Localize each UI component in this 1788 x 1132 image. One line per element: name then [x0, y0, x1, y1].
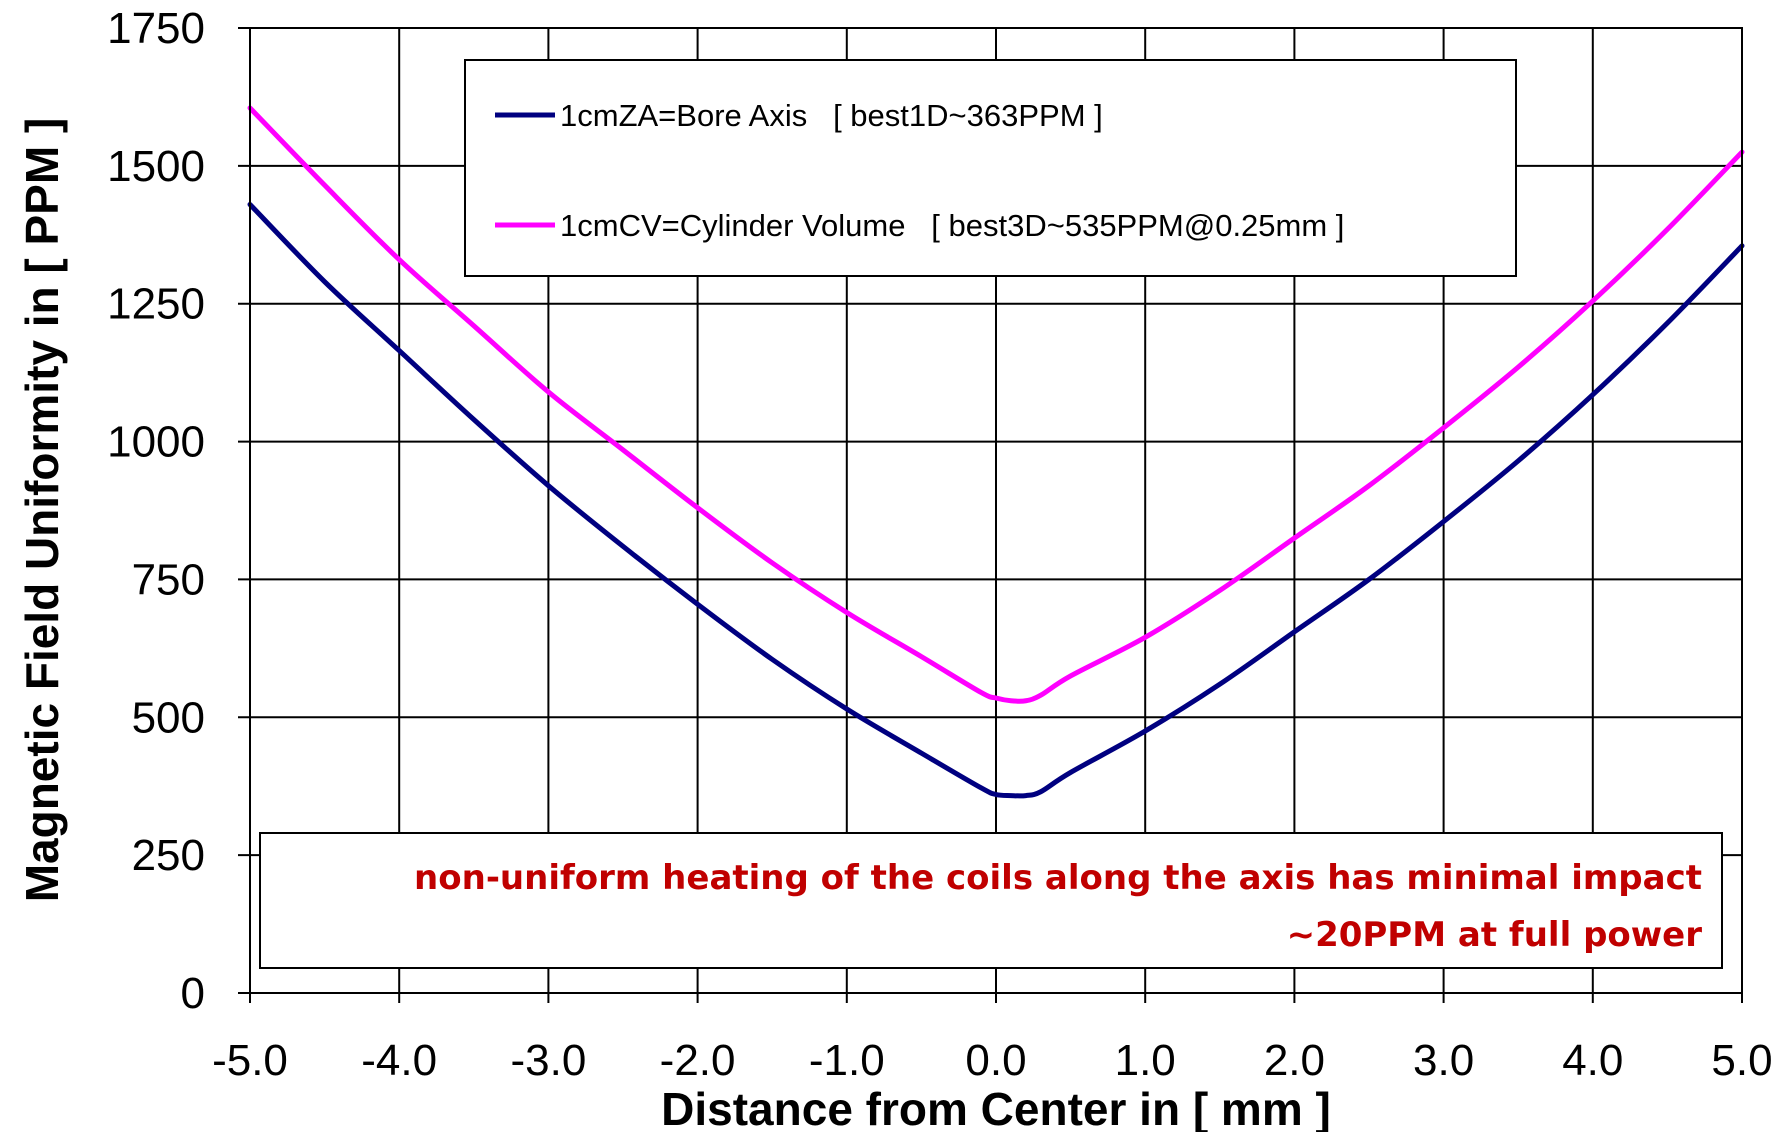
y-tick-label: 1750 — [107, 4, 205, 53]
series-line-bore-axis — [247, 201, 1745, 799]
y-tick-label: 250 — [132, 831, 205, 880]
x-tick-label: -5.0 — [212, 1036, 288, 1085]
series-line-cylinder-volume — [247, 105, 1745, 704]
y-axis-ticks: 0 250 500 750 1000 1250 1500 1750 — [107, 4, 205, 1018]
annotation-line-1: non-uniform heating of the coils along t… — [414, 858, 1702, 898]
x-tick-label: -4.0 — [361, 1036, 437, 1085]
y-tick-label: 1500 — [107, 142, 205, 191]
x-axis-title: Distance from Center in [ mm ] — [661, 1083, 1331, 1132]
annotation-line-2: ~20PPM at full power — [1287, 915, 1703, 955]
x-tick-label: 3.0 — [1413, 1036, 1474, 1085]
x-tick-label: 4.0 — [1562, 1036, 1623, 1085]
x-tick-label: 0.0 — [965, 1036, 1026, 1085]
legend: 1cmZA=Bore Axis [ best1D~363PPM ] 1cmCV=… — [464, 59, 1517, 277]
x-tick-label: 1.0 — [1115, 1036, 1176, 1085]
y-tick-label: 750 — [132, 555, 205, 604]
legend-label-bore-axis: 1cmZA=Bore Axis [ best1D~363PPM ] — [560, 98, 1103, 133]
y-tick-label: 500 — [132, 693, 205, 742]
y-axis-title: Magnetic Field Uniformity in [ PPM ] — [16, 118, 68, 903]
x-tick-label: -3.0 — [510, 1036, 586, 1085]
plot-frame — [249, 27, 1743, 994]
legend-box — [464, 59, 1517, 277]
legend-label-cylinder-volume: 1cmCV=Cylinder Volume [ best3D~535PPM@0.… — [560, 208, 1344, 243]
annotation: non-uniform heating of the coils along t… — [259, 832, 1723, 969]
y-tick-label: 1250 — [107, 280, 205, 329]
x-tick-label: -2.0 — [660, 1036, 736, 1085]
series-lines — [247, 105, 1745, 799]
x-axis-ticks: -5.0 -4.0 -3.0 -2.0 -1.0 0.0 1.0 2.0 3.0 4.0 5.0 — [212, 1036, 1773, 1085]
y-tick-label: 0 — [181, 969, 205, 1018]
x-tick-label: 5.0 — [1711, 1036, 1772, 1085]
annotation-box — [259, 832, 1723, 969]
x-tick-label: 2.0 — [1264, 1036, 1325, 1085]
y-tick-label: 1000 — [107, 418, 205, 467]
x-tick-label: -1.0 — [809, 1036, 885, 1085]
